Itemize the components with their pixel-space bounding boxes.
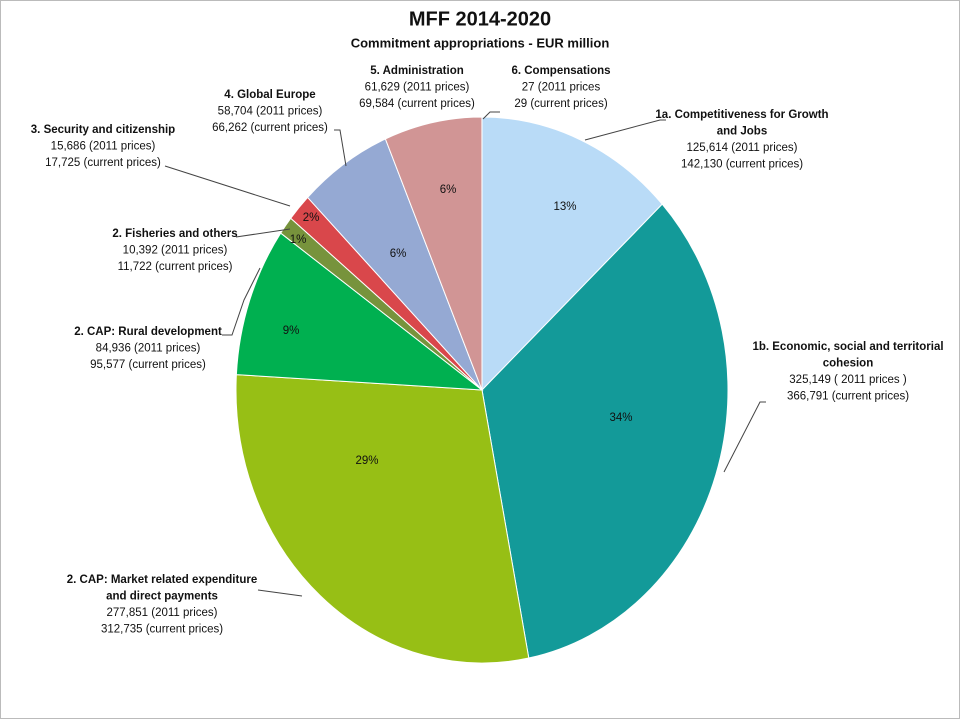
label-line: and direct payments (106, 591, 218, 603)
current-price-label: 66,262 (current prices) (212, 122, 328, 134)
leader-line (482, 111, 500, 120)
current-price-label: 312,735 (current prices) (101, 624, 223, 636)
leader-line (723, 401, 766, 473)
value-label: 125,614 (2011 prices) (686, 142, 797, 154)
current-price-label: 17,725 (current prices) (45, 157, 161, 169)
value-label: 84,936 (2011 prices) (96, 343, 201, 355)
percent-label: 1% (290, 234, 307, 246)
pie-slice (481, 203, 729, 659)
label-line: 1b. Economic, social and territorial (752, 341, 943, 353)
percent-label: 29% (355, 455, 378, 467)
pie-slice (235, 374, 530, 664)
pie-slice (235, 232, 484, 391)
current-price-label: 142,130 (current prices) (681, 159, 803, 171)
category-label: 2. CAP: Rural development (74, 326, 222, 338)
leader-line (334, 129, 347, 167)
percent-label: 9% (283, 325, 300, 337)
value-label: 325,149 ( 2011 prices ) (789, 374, 907, 386)
label-line: 6. Compensations (511, 65, 610, 77)
label-line: 5. Administration (370, 65, 464, 77)
category-label: 3. Security and citizenship (31, 124, 175, 136)
chart-title: MFF 2014-2020 (409, 8, 551, 30)
percent-label: 6% (390, 248, 407, 260)
current-price-label: 29 (current prices) (514, 98, 607, 110)
value-label: 10,392 (2011 prices) (123, 245, 228, 257)
label-line: 2. Fisheries and others (112, 228, 237, 240)
pie-slice (481, 116, 663, 392)
label-line: 4. Global Europe (224, 89, 315, 101)
leader-line (584, 119, 666, 141)
current-price-label: 69,584 (current prices) (359, 98, 475, 110)
label-line: and Jobs (717, 126, 767, 138)
label-line: 3. Security and citizenship (31, 124, 175, 136)
category-label: 2. CAP: Market related expenditure and di… (67, 574, 257, 603)
value-label: 277,851 (2011 prices) (106, 607, 217, 619)
label-line: 2. CAP: Rural development (74, 326, 222, 338)
category-label: 2. Fisheries and others (112, 228, 237, 240)
category-label: 1a. Competitiveness for Growth and Jobs (655, 109, 828, 138)
current-price-label: 95,577 (current prices) (90, 359, 206, 371)
current-price-label: 366,791 (current prices) (787, 391, 909, 403)
category-label: 4. Global Europe (224, 89, 315, 101)
current-price-label: 11,722 (current prices) (118, 261, 233, 273)
percent-label: 2% (303, 212, 320, 224)
label-line: 1a. Competitiveness for Growth (655, 109, 828, 121)
label-line: cohesion (823, 358, 873, 370)
leader-line (164, 165, 291, 207)
leader-line (235, 228, 291, 238)
percent-label: 6% (440, 184, 457, 196)
percent-label: 13% (553, 201, 576, 213)
value-label: 27 (2011 prices (522, 82, 601, 94)
value-label: 58,704 (2011 prices) (218, 106, 323, 118)
category-label: 1b. Economic, social and territorial cohe… (752, 341, 943, 370)
category-label: 6. Compensations (511, 65, 610, 77)
label-line: 2. CAP: Market related expenditure (67, 574, 257, 586)
value-label: 61,629 (2011 prices) (365, 82, 470, 94)
percent-label: 34% (609, 412, 632, 424)
category-label: 5. Administration (370, 65, 464, 77)
leader-line (257, 589, 303, 597)
value-label: 15,686 (2011 prices) (51, 141, 156, 153)
leader-line (222, 267, 261, 336)
chart-subtitle: Commitment appropriations - EUR million (351, 35, 610, 50)
